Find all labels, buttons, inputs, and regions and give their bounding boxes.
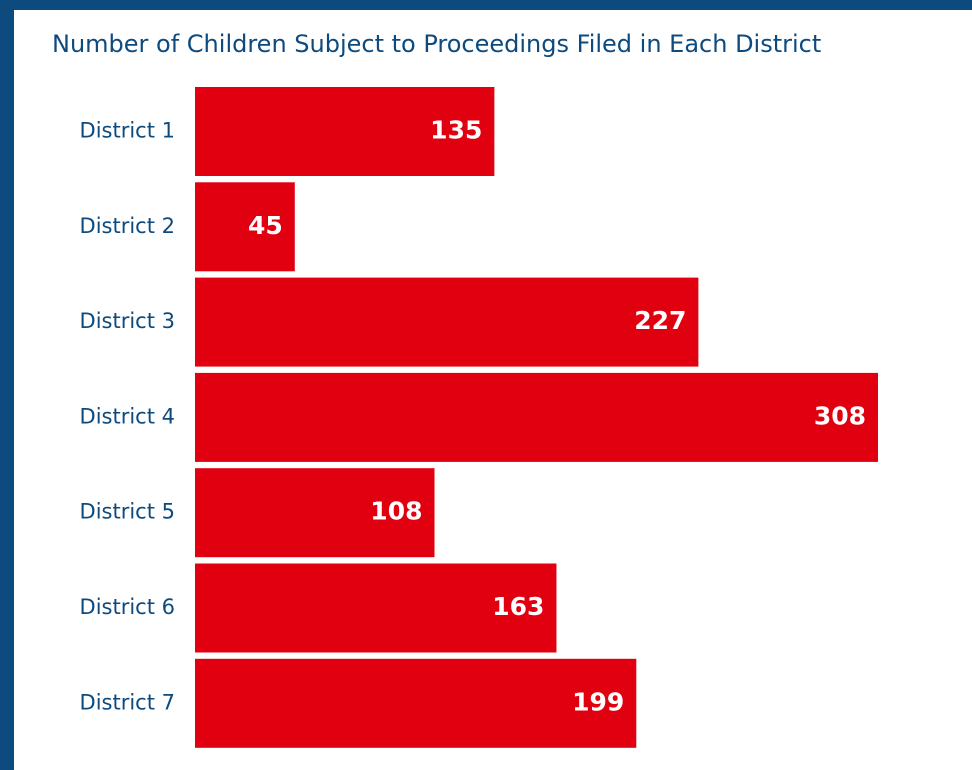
chart-title: Number of Children Subject to Proceeding… (52, 30, 821, 58)
category-label: District 4 (80, 404, 175, 428)
category-label: District 3 (80, 309, 175, 333)
category-label: District 6 (80, 595, 175, 619)
frame-left (0, 0, 14, 770)
category-label: District 7 (80, 690, 175, 714)
bar (195, 87, 495, 176)
bar (195, 658, 637, 748)
value-label: 199 (572, 687, 624, 716)
value-label: 227 (634, 306, 686, 335)
bar (195, 563, 557, 653)
value-label: 45 (248, 211, 283, 240)
category-label: District 1 (80, 119, 175, 143)
value-label: 308 (814, 401, 866, 430)
bar (195, 277, 699, 367)
bar (195, 372, 878, 462)
bar (195, 182, 295, 272)
bar (195, 468, 435, 558)
value-label: 163 (492, 592, 544, 621)
value-label: 135 (430, 116, 482, 145)
value-label: 108 (370, 497, 422, 526)
frame-top (0, 0, 972, 10)
category-label: District 5 (80, 500, 175, 524)
category-label: District 2 (80, 214, 175, 238)
